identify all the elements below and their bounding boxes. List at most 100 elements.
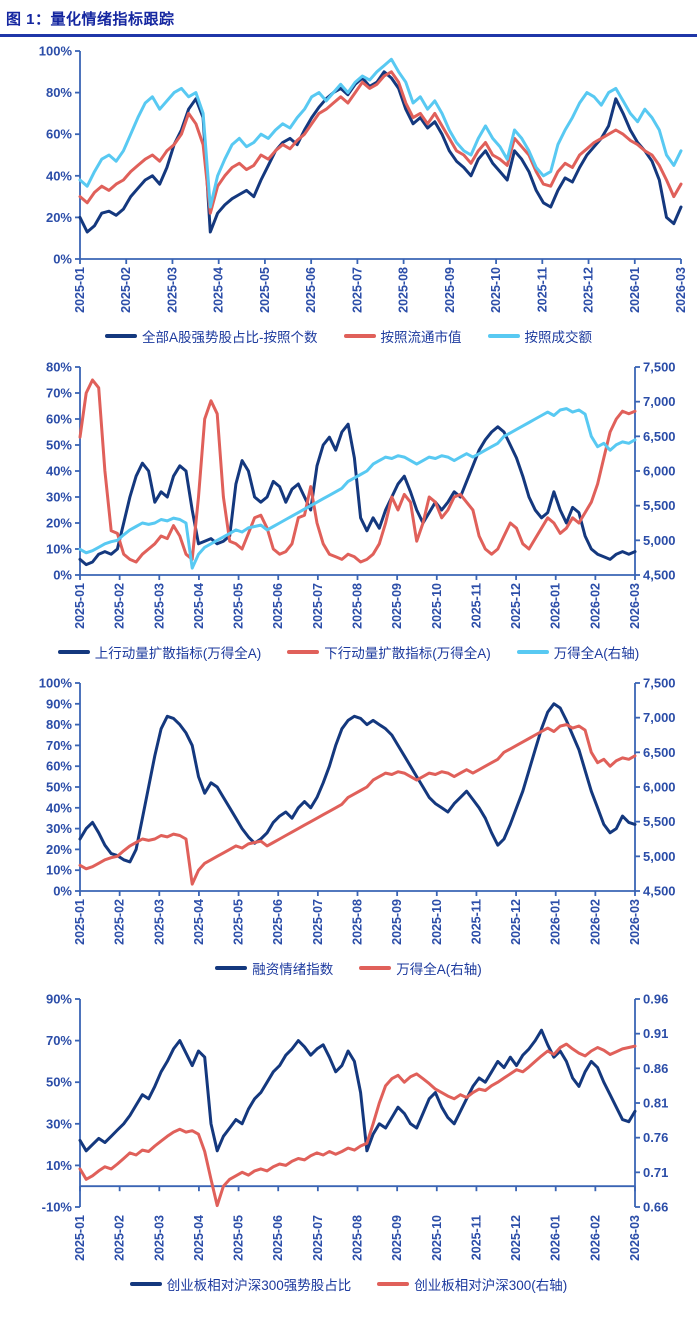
y-axis-right-tick-label: 0.81 bbox=[643, 1096, 668, 1111]
x-axis-tick-label: 2025-11 bbox=[469, 899, 483, 944]
x-axis-tick-label: 2025-10 bbox=[489, 267, 503, 313]
x-axis-tick-label: 2025-08 bbox=[397, 267, 411, 313]
chart-2: 0% 10% 20% 30% 40% 50% 60% 70% 80% 4,500 5,000 5,50… bbox=[0, 357, 697, 663]
x-axis-tick-label: 2025-02 bbox=[119, 267, 133, 313]
x-axis-tick-label: 2025-06 bbox=[271, 1215, 285, 1261]
y-axis-left-tick-label: 40% bbox=[46, 800, 72, 815]
x-axis-tick-label: 2026-01 bbox=[628, 267, 642, 313]
x-axis-tick-label: 2026-01 bbox=[549, 899, 563, 945]
series-line-2 bbox=[78, 57, 683, 209]
y-axis-right-tick-label: 0.66 bbox=[643, 1200, 668, 1215]
chart-3-canvas: 0% 10% 20% 30% 40% 50% 60% 70% 80% 90% 100% 4,500 5,… bbox=[39, 676, 676, 945]
chart-4-canvas: -10% 10% 30% 50% 70% 90% 0.66 0.71 0.76 0.81 0.86 0… bbox=[42, 992, 669, 1261]
y-axis-left-tick-label: 0% bbox=[53, 252, 72, 267]
x-axis-tick-label: 2026-02 bbox=[588, 1215, 602, 1261]
y-axis-left-tick-label: 10% bbox=[46, 542, 72, 557]
y-axis-right-tick-label: 7,000 bbox=[643, 394, 676, 409]
charts-container: 0% 20% 40% 60% 80% 100% 2025-01 2025-02 2025-03 2… bbox=[0, 41, 697, 1295]
x-axis-tick-label: 2025-08 bbox=[351, 583, 365, 629]
x-axis-tick-label: 2025-03 bbox=[152, 583, 166, 629]
x-axis-tick-label: 2025-09 bbox=[390, 899, 404, 945]
x-axis-tick-label: 2025-03 bbox=[152, 1215, 166, 1261]
legend-line-swatch bbox=[105, 334, 137, 338]
y-axis-left-tick-label: 60% bbox=[46, 759, 72, 774]
x-axis-tick-label: 2025-06 bbox=[304, 267, 318, 313]
x-axis-tick-label: 2026-03 bbox=[674, 267, 688, 313]
x-axis-tick-label: 2025-12 bbox=[509, 899, 523, 945]
legend-line-swatch bbox=[215, 966, 248, 970]
x-axis-tick-label: 2025-03 bbox=[165, 267, 179, 313]
y-axis-left-tick-label: 100% bbox=[39, 676, 73, 691]
y-axis-left-tick-label: 20% bbox=[46, 210, 72, 225]
y-axis-left-tick-label: 30% bbox=[46, 1116, 72, 1131]
y-axis-left-tick-label: 10% bbox=[46, 1158, 72, 1173]
legend-label: 万得全A(右轴) bbox=[553, 646, 640, 661]
x-axis-tick-label: 2025-02 bbox=[113, 899, 127, 945]
chart-3-legend: 融资情绪指数 万得全A(右轴) bbox=[0, 957, 697, 979]
y-axis-right-tick-label: 6,000 bbox=[643, 780, 676, 795]
x-axis-tick-label: 2025-06 bbox=[271, 583, 285, 629]
series-line-1 bbox=[78, 70, 683, 215]
y-axis-right-tick-label: 6,500 bbox=[643, 745, 676, 760]
legend-label: 上行动量扩散指标(万得全A) bbox=[94, 646, 262, 661]
x-axis-tick-label: 2025-07 bbox=[311, 899, 325, 945]
x-axis-tick-label: 2025-04 bbox=[192, 583, 206, 629]
legend-line-swatch bbox=[487, 334, 520, 338]
legend-item: 上行动量扩散指标(万得全A) bbox=[57, 642, 262, 662]
legend-line-swatch bbox=[359, 966, 392, 970]
y-axis-left-tick-label: 0% bbox=[53, 884, 72, 899]
legend-label: 按照成交额 bbox=[524, 330, 593, 345]
x-axis-tick-label: 2025-05 bbox=[258, 267, 272, 313]
figure-title-bar: 图 1：量化情绪指标跟踪 bbox=[0, 0, 697, 37]
legend-item: 创业板相对沪深300强势股占比 bbox=[129, 1274, 351, 1294]
y-axis-left-tick-label: 20% bbox=[46, 516, 72, 531]
legend-line-swatch bbox=[343, 334, 376, 338]
x-axis-tick-label: 2025-01 bbox=[73, 267, 87, 313]
y-axis-left-tick-label: 80% bbox=[46, 717, 72, 732]
y-axis-right-tick-label: 5,500 bbox=[643, 498, 676, 513]
y-axis-right-tick-label: 0.71 bbox=[643, 1165, 668, 1180]
x-axis-tick-label: 2026-03 bbox=[628, 583, 642, 629]
x-axis-tick-label: 2026-03 bbox=[628, 1215, 642, 1261]
y-axis-right-tick-label: 4,500 bbox=[643, 568, 676, 583]
chart-2-legend: 上行动量扩散指标(万得全A) 下行动量扩散指标(万得全A) 万得全A(右轴) bbox=[0, 641, 697, 663]
y-axis-left-tick-label: 100% bbox=[39, 44, 73, 59]
x-axis-tick-label: 2025-01 bbox=[73, 583, 87, 629]
y-axis-left-tick-label: 90% bbox=[46, 992, 72, 1007]
x-axis-tick-label: 2025-07 bbox=[311, 1215, 325, 1261]
legend-line-swatch bbox=[129, 1282, 162, 1286]
x-axis-tick-label: 2025-11 bbox=[469, 1215, 483, 1260]
legend-line-swatch bbox=[516, 650, 549, 654]
y-axis-left-tick-label: 80% bbox=[46, 360, 72, 375]
y-axis-left-tick-label: 80% bbox=[46, 85, 72, 100]
series-line-1 bbox=[78, 1042, 637, 1208]
chart-3: 0% 10% 20% 30% 40% 50% 60% 70% 80% 90% 100% 4,500 5,… bbox=[0, 673, 697, 979]
x-axis-tick-label: 2025-09 bbox=[390, 1215, 404, 1261]
legend-label: 万得全A(右轴) bbox=[396, 962, 482, 977]
y-axis-left-tick-label: 70% bbox=[46, 738, 72, 753]
legend-label: 创业板相对沪深300(右轴) bbox=[414, 1278, 568, 1293]
chart-1: 0% 20% 40% 60% 80% 100% 2025-01 2025-02 2025-03 2… bbox=[0, 41, 697, 347]
series-line-0 bbox=[78, 1028, 637, 1153]
y-axis-left-tick-label: 20% bbox=[46, 842, 72, 857]
series-line-0 bbox=[78, 70, 683, 234]
y-axis-left-tick-label: 90% bbox=[46, 696, 72, 711]
legend-item: 按照成交额 bbox=[487, 326, 593, 346]
y-axis-left-tick-label: 70% bbox=[46, 386, 72, 401]
x-axis-tick-label: 2026-03 bbox=[628, 899, 642, 945]
y-axis-right-tick-label: 7,000 bbox=[643, 710, 676, 725]
y-axis-left-tick-label: 50% bbox=[46, 438, 72, 453]
legend-item: 创业板相对沪深300(右轴) bbox=[377, 1274, 567, 1294]
x-axis-tick-label: 2025-12 bbox=[582, 267, 596, 313]
y-axis-right-tick-label: 0.91 bbox=[643, 1026, 668, 1041]
series-line-1 bbox=[78, 378, 637, 564]
y-axis-right-tick-label: 7,500 bbox=[643, 676, 676, 691]
y-axis-left-tick-label: 40% bbox=[46, 168, 72, 183]
legend-item: 万得全A(右轴) bbox=[359, 958, 482, 978]
x-axis-tick-label: 2026-02 bbox=[588, 583, 602, 629]
legend-item: 万得全A(右轴) bbox=[516, 642, 640, 662]
y-axis-right-tick-label: 5,000 bbox=[643, 533, 676, 548]
x-axis-tick-label: 2025-10 bbox=[430, 899, 444, 945]
y-axis-left-tick-label: 60% bbox=[46, 127, 72, 142]
legend-item: 融资情绪指数 bbox=[215, 958, 333, 978]
